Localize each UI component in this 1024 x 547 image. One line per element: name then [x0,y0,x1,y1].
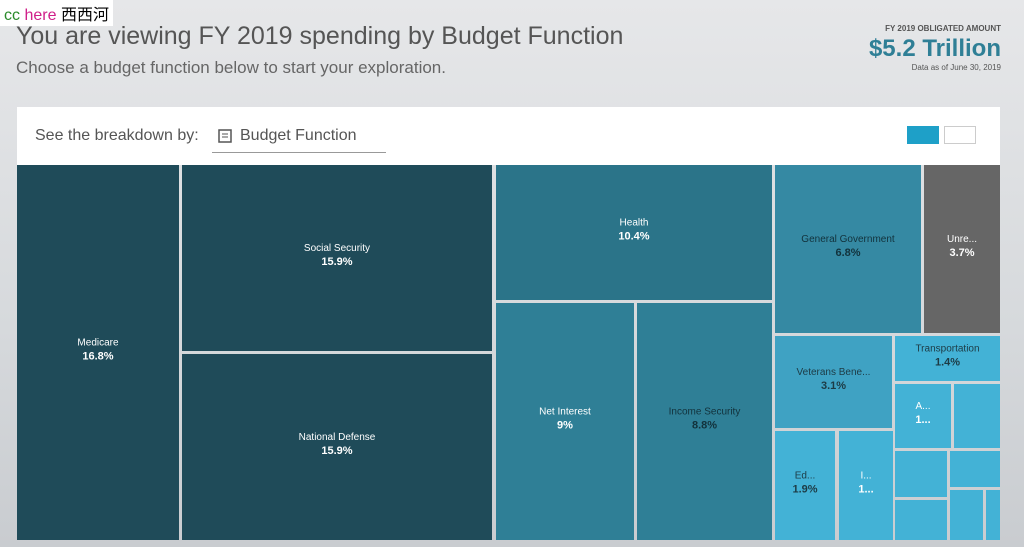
subtitle: Choose a budget function below to start … [16,58,446,77]
table-view-button[interactable] [944,126,976,144]
breakdown-label: See the breakdown by: [35,127,199,144]
small-tile [895,451,947,497]
toolbar: See the breakdown by: Budget Function [17,107,1000,165]
small-tile [895,500,947,540]
tile [496,303,634,540]
summary-note: Data as of June 30, 2019 [911,63,1001,72]
summary: FY 2019 OBLIGATED AMOUNT $5.2 Trillion D… [869,24,1001,72]
tile [637,303,772,540]
small-tile [950,451,1000,487]
tile-label: Transportation [915,344,979,355]
tile [182,354,492,540]
tile-label: Ed... [795,471,816,482]
tile-label: Unre... [947,234,977,245]
tile [924,165,1000,333]
tile-label: Net Interest [539,407,591,418]
tile-value: 1... [915,414,930,426]
tile-value: 8.8% [692,420,717,432]
tile [775,431,835,540]
breakdown-value: Budget Function [240,127,357,144]
tile-label: Social Security [304,243,370,254]
tile-label: Income Security [669,407,741,418]
tile [775,336,892,428]
tile-back [895,384,951,448]
watermark-cc: cc [4,7,20,24]
tile-value: 10.4% [618,231,649,243]
tile [496,165,772,300]
watermark-here: here [24,7,57,24]
tile-value: 16.8% [82,351,113,363]
small-tile [950,490,983,540]
title: You are viewing FY 2019 spending by Budg… [16,22,624,50]
tile-label: Medicare [77,338,119,349]
tile-label: I... [860,471,871,482]
tile-value: 6.8% [835,247,860,259]
treemap-view-button[interactable] [907,126,939,144]
tile [17,165,179,540]
watermark-site: 西西河 [60,7,109,24]
tile-label: National Defense [299,432,376,443]
tile-value: 15.9% [321,256,352,268]
tile-value: 15.9% [321,445,352,457]
watermark: cc here 西西河 [0,0,113,26]
tile-value: 1.4% [935,357,960,369]
tile-value: 1.9% [792,484,817,496]
tile [895,336,1000,381]
summary-amount: $5.2 Trillion [868,35,1001,62]
tile-value: 1... [858,484,873,496]
tile-label: General Government [801,234,895,245]
list-icon [218,129,232,143]
summary-label: FY 2019 OBLIGATED AMOUNT [885,24,1001,33]
tile [182,165,492,351]
small-tile [986,490,1000,540]
tile-value: 3.1% [821,380,846,392]
tile-value: 9% [557,420,573,432]
tile [775,165,921,333]
tile-label: Health [620,218,649,229]
breakdown-select[interactable]: Budget Function [212,119,386,153]
small-tile [954,384,1000,448]
tile-label: Veterans Bene... [797,367,871,378]
tile [895,384,951,448]
tile-value: 3.7% [949,247,974,259]
tile [839,431,893,540]
tile-label: A... [915,401,930,412]
